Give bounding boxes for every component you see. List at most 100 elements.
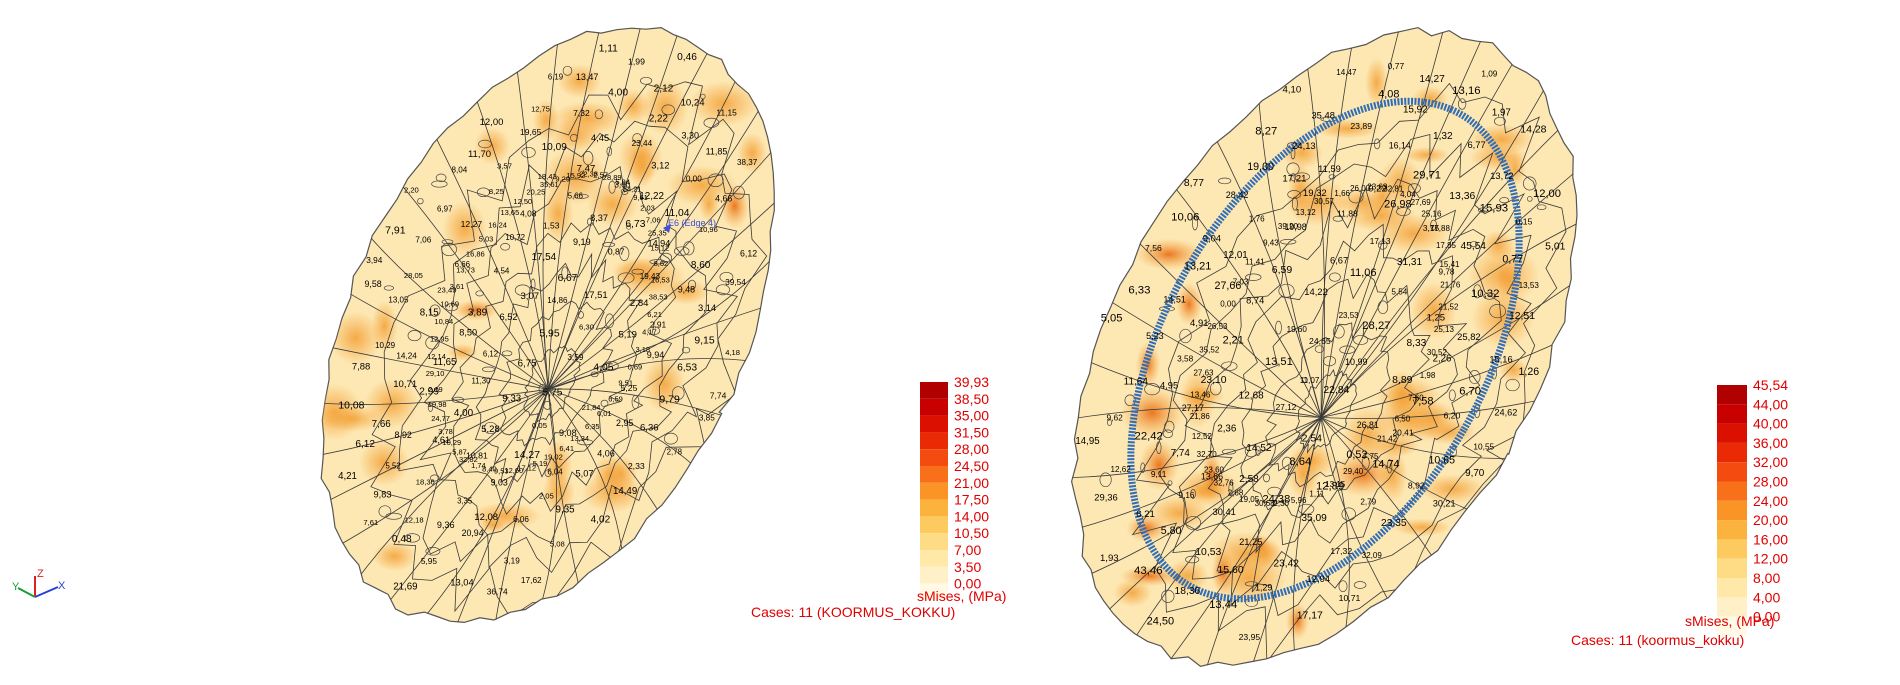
stress-value-label: 7,88	[352, 362, 371, 373]
legend-swatch	[1717, 404, 1747, 424]
stress-value-label: 8,89	[1392, 375, 1412, 386]
stress-value-label: 16,24	[488, 220, 507, 229]
stress-value-label: 7,06	[646, 215, 661, 224]
stress-value-label: 12,22	[639, 191, 664, 202]
legend-value: 0,00	[1753, 609, 1780, 625]
stress-value-label: 21,84	[582, 403, 601, 412]
stress-value-label: 2,58	[1239, 474, 1259, 485]
legend-swatch	[920, 382, 948, 399]
stress-value-label: 1,93	[1100, 553, 1119, 564]
legend-swatch	[1717, 616, 1747, 636]
legend-swatch	[1717, 597, 1747, 617]
stress-value-label: 6,73	[625, 219, 645, 230]
stress-value-label: 27,66	[1215, 280, 1242, 292]
stress-value-label: 27,69	[1411, 198, 1432, 207]
stress-value-label: 12,18	[405, 516, 424, 525]
stress-value-label: 2,22	[649, 114, 668, 125]
stress-value-label: 14,95	[1075, 436, 1099, 447]
stress-value-label: 19,32	[1303, 188, 1327, 199]
y-axis-arrow	[17, 587, 36, 598]
stress-value-label: 32,76	[1214, 478, 1235, 487]
stress-value-label: 2,84	[630, 298, 649, 309]
stress-value-label: 0,77	[1388, 61, 1405, 71]
stress-value-label: 11,64	[1124, 377, 1149, 388]
stress-value-label: 13,05	[388, 296, 409, 305]
stress-value-label: 16,86	[466, 249, 485, 258]
stress-value-label: 9,94	[647, 350, 665, 360]
stress-value-label: 9,70	[1465, 468, 1485, 479]
legend-value: 28,00	[954, 441, 989, 457]
stress-value-label: 10,29	[442, 438, 461, 447]
stress-value-label: 3,35	[457, 496, 473, 505]
stress-value-label: 1,09	[1481, 69, 1497, 78]
stress-value-label: 12,01	[1223, 250, 1248, 261]
legend-swatch	[1717, 423, 1747, 443]
legend-value: 32,00	[1753, 454, 1788, 470]
z-axis-label: Z	[37, 568, 44, 580]
stress-value-label: 25,16	[1421, 210, 1442, 219]
stress-value-label: 32,70	[1197, 450, 1218, 459]
stress-value-label: 23,95	[1239, 632, 1261, 642]
stress-value-label: 4,05	[593, 363, 613, 374]
stress-value-label: 5,19	[618, 330, 637, 341]
stress-value-label: 2,03	[640, 203, 655, 212]
stress-value-label: 2,78	[667, 447, 683, 456]
stress-value-label: 19,05	[1239, 495, 1260, 504]
legend-value: 28,00	[1753, 474, 1788, 490]
stress-value-label: 10,72	[505, 233, 525, 242]
stress-value-label: 4,61	[432, 435, 450, 445]
legend-swatch	[920, 583, 948, 601]
stress-value-label: 3,58	[1177, 353, 1194, 363]
stress-value-label: 1,76	[1249, 214, 1265, 223]
legend-value: 7,00	[954, 542, 981, 558]
stress-value-label: 8,25	[489, 187, 504, 196]
stress-value-label: 4,91	[1190, 318, 1209, 329]
stress-value-label: 6,75	[518, 359, 537, 370]
stress-value-label: 1,11	[1309, 489, 1325, 498]
legend-swatch	[1717, 578, 1747, 598]
stress-value-label: 34,21	[623, 184, 642, 193]
stress-value-label: 3,61	[450, 282, 465, 291]
legend-swatch	[920, 516, 948, 534]
stress-value-label: 24,38	[1263, 493, 1291, 505]
stress-value-label: 13,66	[1201, 472, 1223, 482]
stress-value-label: 0,46	[677, 52, 697, 63]
stress-value-label: 6,06	[513, 515, 529, 524]
stress-value-label: 8,60	[691, 260, 711, 271]
stress-value-label: 19,02	[544, 452, 563, 461]
stress-value-label: 24,50	[1147, 616, 1175, 628]
stress-value-label: 6,21	[1136, 509, 1155, 520]
stress-value-label: 5,08	[550, 540, 565, 549]
stress-value-label: 0,15	[1516, 217, 1533, 227]
stress-value-label: 13,53	[1519, 281, 1540, 290]
stress-value-label: 7,03	[1233, 278, 1249, 287]
stress-value-label: 15,41	[1439, 260, 1460, 269]
stress-value-label: 17,85	[1436, 241, 1457, 250]
legend-value: 44,00	[1753, 396, 1788, 412]
stress-value-label: 0,69	[628, 362, 643, 371]
stress-value-label: 12,68	[1239, 391, 1264, 402]
stress-value-label: 45,54	[1461, 241, 1487, 252]
stress-value-label: 23,49	[437, 286, 456, 295]
stress-value-label: 6,20	[1444, 411, 1461, 421]
stress-value-label: 4,45	[591, 133, 609, 143]
legend-value: 16,00	[1753, 531, 1788, 547]
stress-value-label: 7,74	[1171, 448, 1191, 459]
stress-value-label: 10,06	[1171, 211, 1199, 223]
stress-value-label: 13,44	[1209, 599, 1237, 611]
stress-value-label: 2,21	[1223, 334, 1244, 346]
left-contours	[321, 27, 775, 623]
stress-value-label: 9,35	[556, 504, 576, 515]
stress-value-label: 29,40	[1343, 467, 1364, 476]
stress-value-label: 3,14	[698, 302, 716, 313]
stress-value-label: 35,48	[1311, 109, 1334, 120]
stress-value-label: 1,66	[1334, 189, 1350, 198]
stress-value-label: 3,19	[504, 556, 520, 565]
left-legend-quantity: sMises, (MPa)	[917, 588, 1006, 604]
stress-value-label: 3,94	[366, 255, 383, 265]
right-contours	[1071, 27, 1577, 667]
stress-value-label: 19,00	[1247, 161, 1274, 173]
stress-value-label: 12,89	[1316, 481, 1344, 493]
stress-value-label: 5,05	[1101, 313, 1123, 325]
stress-value-label: 5,66	[568, 192, 583, 201]
